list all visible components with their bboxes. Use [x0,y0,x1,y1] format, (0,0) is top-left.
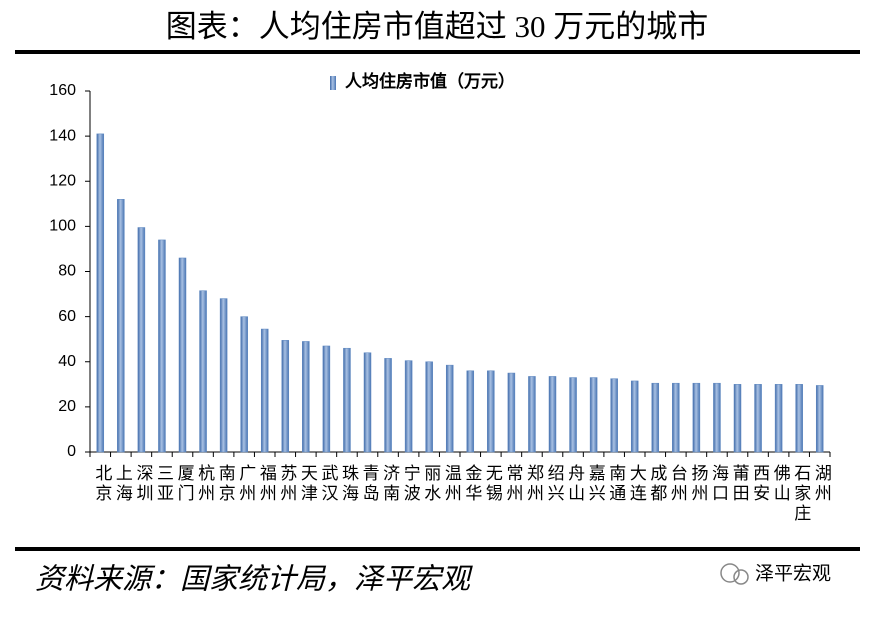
bar [733,384,742,453]
bar [795,384,803,453]
bar [487,370,495,453]
watermark-icon [733,569,749,585]
bar [404,360,413,453]
x-tick-label: 宁波 [401,464,421,504]
x-tick-label: 台州 [668,464,688,504]
bar [178,257,187,453]
bar [651,382,660,453]
bar [713,382,721,453]
bar [589,377,598,453]
x-tick-label: 郑州 [524,464,544,504]
y-tick-label: 80 [58,263,76,280]
y-tick-label: 40 [58,353,76,370]
x-tick-label: 三亚 [154,464,174,504]
x-tick-label: 南通 [606,464,626,504]
bar [815,385,824,453]
x-tick-label: 广州 [236,464,256,504]
x-tick-label: 金华 [462,464,482,504]
bar [466,370,475,453]
x-tick-label: 石家庄 [791,464,811,524]
legend-swatch [330,76,336,90]
bar [363,352,372,453]
legend-label: 人均住房市值（万元） [345,71,515,91]
x-tick-label: 丽水 [421,464,441,504]
bar [630,380,639,453]
bar [219,298,228,453]
y-tick-label: 100 [49,218,76,235]
x-tick-label: 成都 [647,464,667,504]
bar [281,340,290,453]
bar [507,372,516,453]
bar [322,345,331,453]
x-tick-label: 绍兴 [545,464,565,504]
bar [672,382,680,453]
bar [343,347,351,453]
x-tick-label: 扬州 [688,464,708,504]
bar [754,384,762,453]
x-tick-label: 无锡 [483,464,503,504]
x-tick-label: 嘉兴 [586,464,606,504]
bar [302,341,310,453]
bar [569,377,577,453]
bottom-rule [15,547,860,551]
bar [158,239,166,453]
bar [445,364,454,453]
x-tick-label: 深圳 [133,464,153,504]
x-tick-label: 西安 [750,464,769,504]
y-tick-label: 60 [58,308,76,325]
x-tick-label: 北京 [92,464,112,504]
bar [260,328,269,453]
bar [199,290,207,453]
x-tick-label: 武汉 [318,464,338,504]
x-tick-label: 温州 [442,464,462,504]
x-tick-label: 厦门 [175,464,195,504]
x-tick-label: 珠海 [339,464,359,504]
bar [610,378,618,453]
watermark: 泽平宏观 [755,563,831,585]
chart-title: 图表：人均住房市值超过 30 万元的城市 [166,9,709,44]
bar [425,361,433,453]
bar [528,376,536,453]
bar [384,358,392,453]
x-tick-label: 佛山 [771,464,791,504]
bar [117,199,125,453]
x-tick-label: 莆田 [730,464,750,504]
y-tick-label: 160 [49,82,76,99]
x-tick-label: 常州 [503,464,523,504]
top-rule [15,50,860,54]
bar [692,382,701,453]
x-tick-label: 上海 [113,464,133,504]
y-tick-label: 120 [49,172,76,189]
x-tick-label: 杭州 [195,464,215,504]
x-tick-label: 大连 [627,464,647,504]
bar [240,316,248,453]
x-tick-label: 济南 [380,464,400,504]
bar [137,227,146,453]
y-tick-label: 0 [67,443,76,460]
x-tick-label: 舟山 [565,464,585,504]
watermark-icon [720,563,740,583]
x-tick-label: 福州 [257,464,277,504]
x-tick-label: 青岛 [360,464,379,504]
bar [774,384,783,453]
bar [96,133,105,453]
y-tick-label: 20 [58,398,76,415]
bar [548,376,557,453]
x-tick-label: 天津 [298,464,318,504]
source-note: 资料来源：国家统计局，泽平宏观 [35,564,473,596]
x-tick-label: 苏州 [277,464,297,504]
y-tick-label: 140 [49,127,76,144]
x-tick-label: 湖州 [812,464,832,504]
x-tick-label: 南京 [216,464,236,504]
x-tick-label: 海口 [709,464,729,504]
